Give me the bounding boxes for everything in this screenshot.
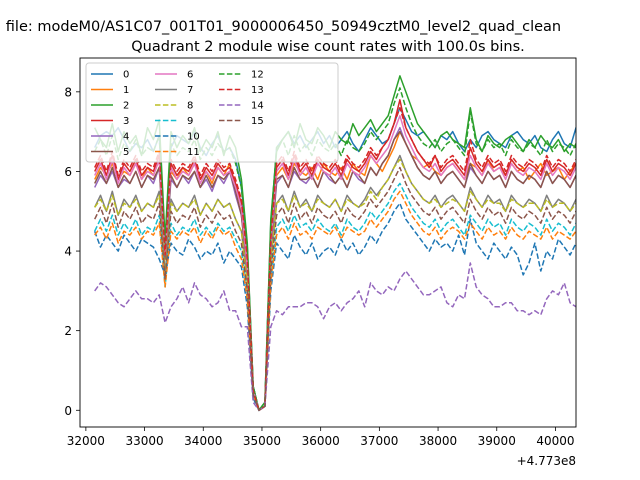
figure-suptitle: h file: modeM0/AS1C07_001T01_9000006450_… [0, 19, 561, 35]
legend-label-2: 2 [123, 101, 129, 112]
x-tick-label: 36000 [302, 434, 340, 448]
legend-box [85, 62, 339, 163]
legend-label-13: 13 [251, 85, 264, 96]
legend-label-8: 8 [187, 101, 193, 112]
series-line-8 [94, 158, 576, 412]
legend-label-11: 11 [187, 147, 200, 158]
series-line-11 [94, 190, 576, 412]
x-tick-label: 38000 [419, 434, 457, 448]
plot-frame [79, 57, 577, 428]
legend-label-15: 15 [251, 116, 264, 127]
series-line-6 [94, 114, 576, 412]
x-tick-label: 39000 [478, 434, 516, 448]
legend-label-4: 4 [123, 132, 129, 143]
series-line-9 [94, 182, 576, 412]
y-tick-label: 8 [64, 85, 72, 99]
x-tick-label: 40000 [536, 434, 574, 448]
y-tick-label: 0 [64, 404, 72, 418]
legend-label-5: 5 [123, 147, 129, 158]
series-line-5 [94, 130, 576, 412]
legend-label-6: 6 [187, 70, 193, 81]
series-line-13 [94, 107, 576, 412]
plot-lines [93, 75, 576, 412]
chart-title: Quadrant 2 module wise count rates with … [131, 39, 525, 55]
x-axis: 32000 33000 34000 35000 36000 37000 38000 39000… [67, 427, 575, 448]
legend-label-14: 14 [251, 101, 264, 112]
x-tick-label: 35000 [243, 434, 281, 448]
x-offset-label: +4.773e8 [517, 454, 576, 468]
y-tick-label: 6 [64, 165, 72, 179]
series-line-10 [93, 202, 576, 412]
x-tick-label: 33000 [125, 434, 163, 448]
x-tick-label: 32000 [67, 434, 105, 448]
series-line-14 [94, 262, 576, 412]
legend-label-10: 10 [187, 132, 200, 143]
legend-label-7: 7 [187, 85, 193, 96]
x-tick-label: 34000 [184, 434, 222, 448]
y-tick-label: 2 [64, 324, 72, 338]
legend-label-3: 3 [123, 116, 129, 127]
legend-label-12: 12 [251, 70, 264, 81]
legend-label-9: 9 [187, 116, 193, 127]
series-line-15 [94, 166, 576, 412]
y-axis: 0 2 4 6 8 [64, 85, 80, 418]
y-tick-label: 4 [64, 245, 72, 259]
legend-label-1: 1 [123, 85, 129, 96]
legend-label-0: 0 [123, 70, 129, 81]
x-tick-label: 37000 [360, 434, 398, 448]
